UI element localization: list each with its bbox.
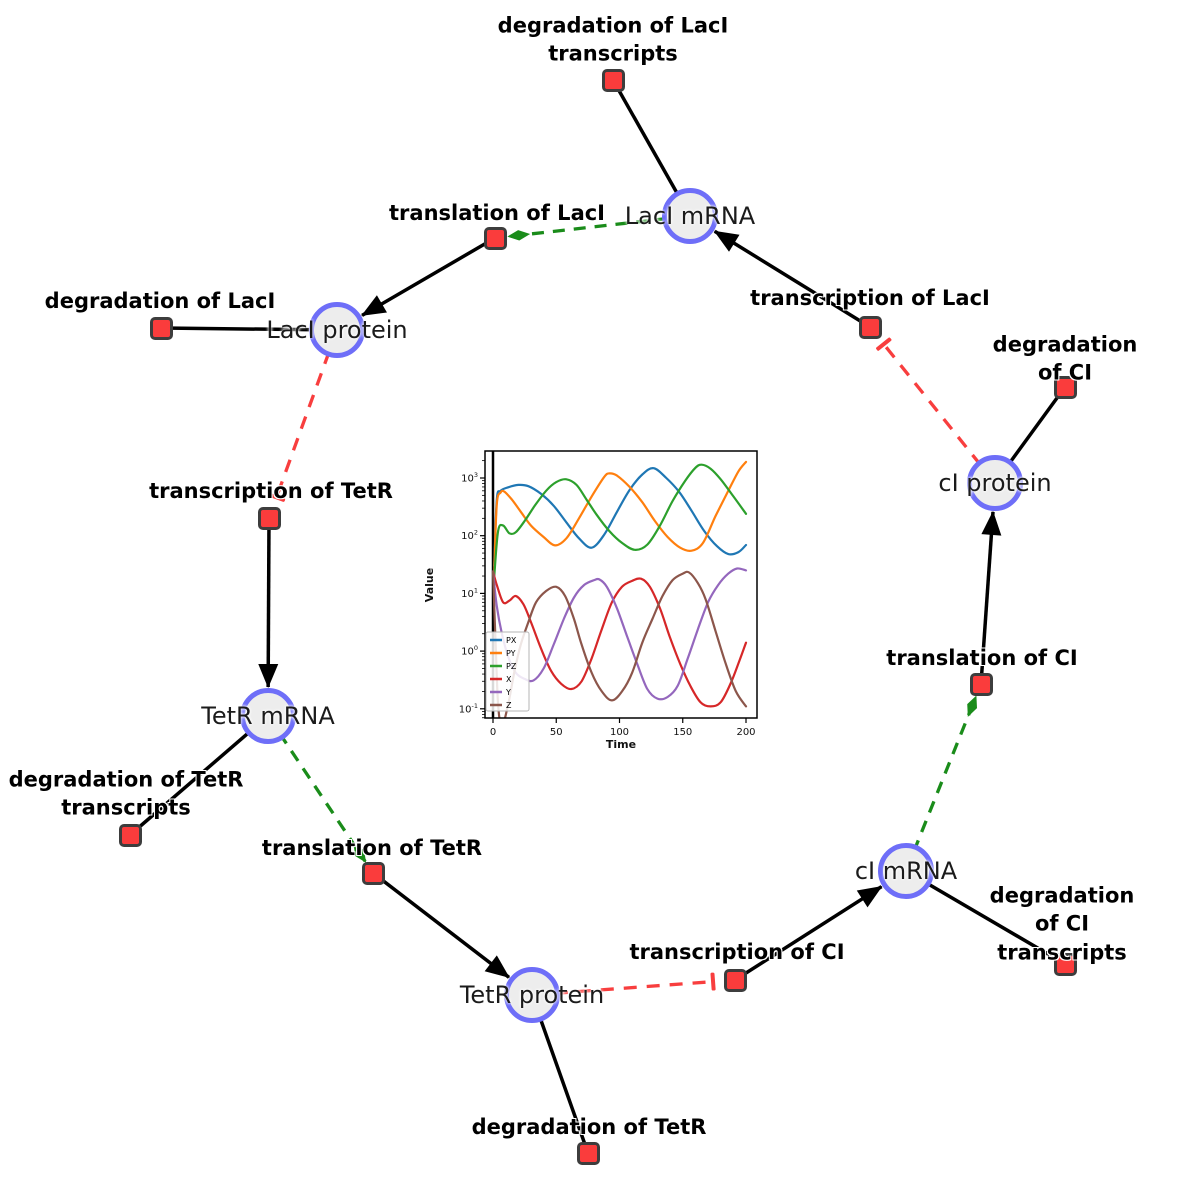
x-tick-label: 100 <box>610 727 629 738</box>
species-node-laci-mrna[interactable] <box>662 188 718 244</box>
edge-translation-tetr-tetr-protein-production <box>371 871 511 979</box>
reaction-node-degradation-tetr[interactable] <box>576 1141 600 1165</box>
edge-tetr-mrna-degradation-tetr-transcripts-consumption <box>128 714 270 837</box>
species-node-ci-mrna[interactable] <box>878 843 934 899</box>
x-tick-label: 150 <box>673 727 692 738</box>
edge-translation-ci-ci-protein-production <box>979 510 1002 685</box>
reaction-label-transcription-ci: transcription of CI <box>629 939 845 964</box>
reaction-node-translation-tetr[interactable] <box>361 861 385 885</box>
edge-transcription-ci-ci-mrna-production <box>734 885 883 982</box>
species-label-tetr-protein: TetR protein <box>459 981 605 1009</box>
edge-laci-protein-transcription-tetr-inhibition <box>267 329 339 502</box>
species-node-ci-protein[interactable] <box>967 455 1023 511</box>
reaction-node-transcription-laci[interactable] <box>858 315 882 339</box>
edge-laci-mrna-translation-laci-modifier <box>507 214 691 241</box>
reaction-node-degradation-tetr-transcripts[interactable] <box>118 823 142 847</box>
legend-label-X: X <box>506 675 512 684</box>
species-label-tetr-mrna: TetR mRNA <box>201 702 335 730</box>
plot-background <box>420 437 780 772</box>
y-tick-label: 101 <box>461 586 478 600</box>
edge-ci-mrna-translation-ci-modifier <box>904 695 978 872</box>
plot-frame <box>484 450 758 719</box>
legend-label-PY: PY <box>506 649 516 658</box>
edge-translation-laci-laci-protein-production <box>361 236 496 317</box>
legend-label-Z: Z <box>506 701 512 710</box>
y-tick-label: 103 <box>461 471 478 485</box>
legend-label-PZ: PZ <box>506 662 517 671</box>
reaction-node-degradation-ci[interactable] <box>1053 375 1077 399</box>
x-axis-label: Time <box>606 738 636 751</box>
reaction-node-translation-laci[interactable] <box>483 226 507 250</box>
reaction-node-transcription-tetr[interactable] <box>257 506 281 530</box>
legend: PX PY PZ XYZ <box>485 631 530 712</box>
series-PY <box>493 460 748 572</box>
edge-ci-mrna-degradation-ci-transcripts-consumption <box>905 869 1066 966</box>
y-tick-label: 100 <box>461 644 478 658</box>
species-label-ci-protein: cI protein <box>938 469 1052 497</box>
x-tick-label: 200 <box>736 727 755 738</box>
reaction-node-degradation-ci-transcripts[interactable] <box>1053 952 1077 976</box>
y-axis-label: Value <box>423 568 436 602</box>
species-node-tetr-protein[interactable] <box>504 967 560 1023</box>
species-label-laci-protein: LacI protein <box>266 316 408 344</box>
y-tick-label: 102 <box>461 529 478 543</box>
reaction-label-degradation-ci-transcripts: degradation of CI transcripts <box>989 883 1135 965</box>
reaction-label-transcription-tetr: transcription of TetR <box>149 478 393 503</box>
reaction-label-degradation-laci-transcripts: degradation of LacI transcripts <box>497 13 729 66</box>
edge-tetr-protein-transcription-ci-inhibition <box>531 972 716 997</box>
edge-transcription-tetr-tetr-mrna-production <box>258 517 279 689</box>
reaction-label-translation-ci: translation of CI <box>886 645 1078 670</box>
edge-ci-protein-transcription-laci-inhibition <box>876 337 997 485</box>
series-PX <box>493 467 748 567</box>
reaction-label-degradation-tetr-transcripts: degradation of TetR transcripts <box>8 767 244 820</box>
reaction-label-translation-tetr: translation of TetR <box>261 835 483 860</box>
species-node-tetr-mrna[interactable] <box>240 688 296 744</box>
species-label-ci-mrna: cI mRNA <box>854 857 958 885</box>
reaction-node-transcription-ci[interactable] <box>723 968 747 992</box>
reaction-node-degradation-laci[interactable] <box>149 316 173 340</box>
x-tick-label: 50 <box>550 727 563 738</box>
legend-label-Y: Y <box>505 688 511 697</box>
legend-label-PX: PX <box>506 636 517 645</box>
reaction-node-translation-ci[interactable] <box>969 672 993 696</box>
species-label-laci-mrna: LacI mRNA <box>624 202 756 230</box>
edge-transcription-laci-laci-mrna-production <box>713 229 871 329</box>
reaction-node-degradation-laci-transcripts[interactable] <box>601 68 625 92</box>
series-PZ <box>493 463 748 578</box>
reaction-label-translation-laci: translation of LacI <box>389 200 605 225</box>
reaction-label-degradation-laci: degradation of LacI <box>44 288 276 313</box>
series-X <box>491 570 748 708</box>
species-node-laci-protein[interactable] <box>309 302 365 358</box>
edge-tetr-mrna-translation-tetr-modifier <box>266 715 367 863</box>
reaction-label-transcription-laci: transcription of LacI <box>750 285 990 310</box>
reaction-label-degradation-ci: degradation of CI <box>992 332 1138 385</box>
reaction-label-degradation-tetr: degradation of TetR <box>471 1114 707 1139</box>
x-tick-label: 0 <box>490 727 496 738</box>
edge-laci-protein-degradation-laci-consumption <box>160 326 338 332</box>
